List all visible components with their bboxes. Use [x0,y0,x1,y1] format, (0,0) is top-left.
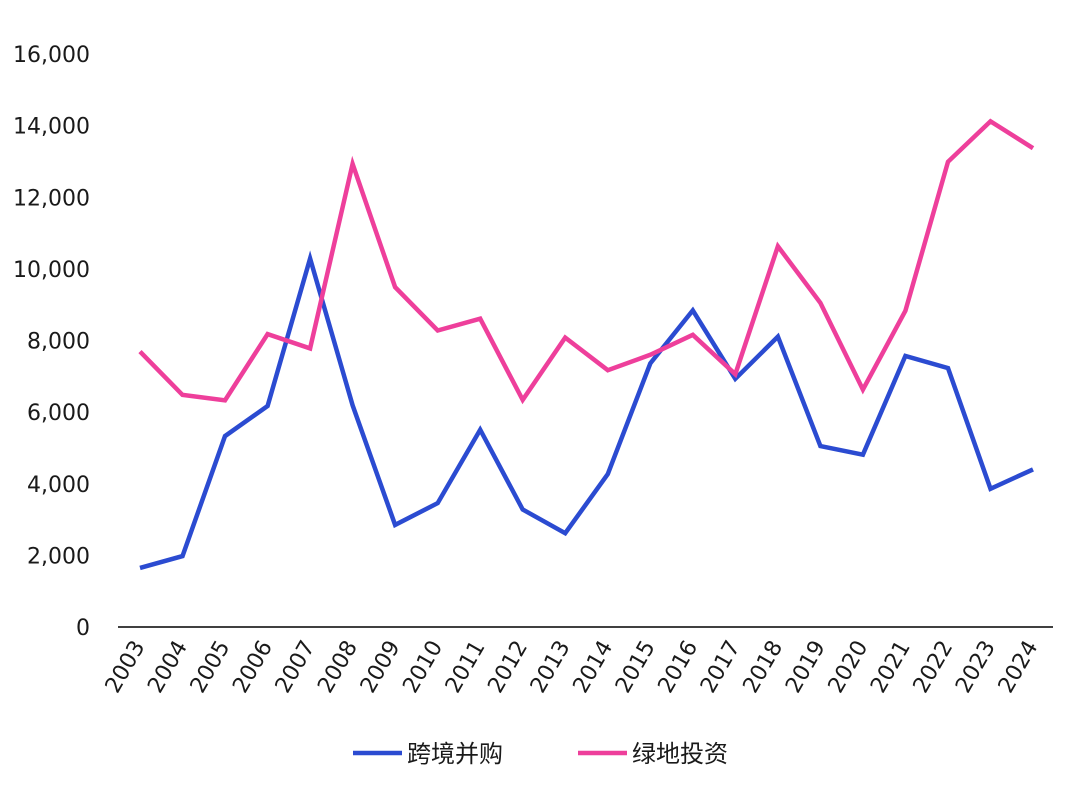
x-tick-label: 2008 [313,637,363,698]
y-tick-label: 4,000 [27,473,90,498]
y-tick-label: 12,000 [13,186,90,211]
series-lines [138,118,1035,571]
x-tick-label: 2021 [866,637,916,698]
x-tick-label: 2014 [569,637,619,698]
y-tick-label: 0 [76,616,90,641]
series-line-2 [138,118,1035,405]
x-tick-label: 2005 [186,637,236,698]
x-axis-tick-labels: 2003200420052006200720082009201020112012… [101,637,1044,698]
x-tick-label: 2015 [611,637,661,698]
y-tick-label: 16,000 [13,43,90,68]
x-tick-label: 2009 [356,637,406,698]
x-tick-label: 2024 [994,637,1044,698]
x-tick-label: 2012 [483,637,533,698]
y-tick-label: 10,000 [13,258,90,283]
y-tick-label: 14,000 [13,115,90,140]
y-tick-label: 6,000 [27,401,90,426]
x-tick-label: 2022 [909,637,959,698]
y-axis-tick-labels: 0 2,000 4,000 6,000 8,000 10,000 12,000 14,000 1… [13,43,90,641]
x-tick-label: 2004 [143,637,193,698]
y-tick-label: 8,000 [27,330,90,355]
x-tick-label: 2003 [101,637,151,698]
x-tick-label: 2023 [951,637,1001,698]
y-tick-label: 2,000 [27,544,90,569]
x-tick-label: 2016 [654,637,704,698]
x-tick-label: 2010 [398,637,448,698]
x-tick-label: 2018 [739,637,789,698]
x-tick-label: 2017 [696,637,746,698]
x-tick-label: 2011 [441,637,491,698]
x-tick-label: 2020 [824,637,874,698]
series-line-1 [139,250,1034,571]
legend-label-2: 绿地投资 [632,740,728,768]
x-tick-label: 2019 [781,637,831,698]
legend: 跨境并购 绿地投资 [353,740,728,768]
x-tick-label: 2007 [271,637,321,698]
legend-label-1: 跨境并购 [407,740,503,768]
x-tick-label: 2013 [526,637,576,698]
x-tick-label: 2006 [228,637,278,698]
